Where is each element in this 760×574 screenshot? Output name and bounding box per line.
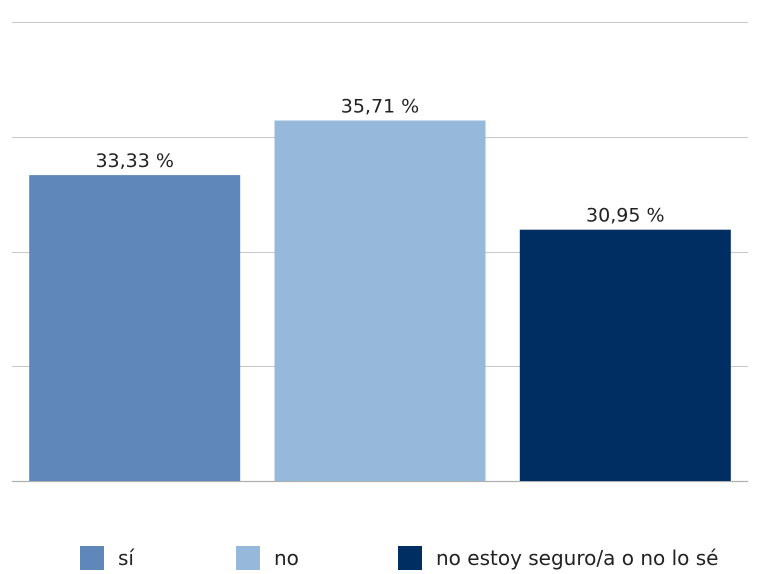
data-label-si: 33,33 %: [95, 150, 174, 172]
bar-no-estoy-seguro: [519, 229, 731, 481]
legend-swatch-si: [80, 546, 104, 570]
data-label-no: 35,71 %: [341, 96, 420, 118]
data-label-no-estoy-seguro: 30,95 %: [586, 205, 665, 227]
legend: sí no no estoy seguro/a o no lo sé: [0, 546, 760, 574]
legend-swatch-no: [236, 546, 260, 570]
legend-label-no: no: [274, 546, 299, 570]
legend-label-si: sí: [118, 546, 134, 570]
data-labels: 33,33 % 35,71 % 30,95 %: [95, 96, 664, 227]
bar-si: [29, 175, 241, 481]
legend-item-no: no: [236, 546, 299, 570]
legend-item-no-estoy-seguro: no estoy seguro/a o no lo sé: [398, 546, 718, 570]
legend-item-si: sí: [80, 546, 134, 570]
bars: [29, 120, 731, 481]
legend-swatch-no-estoy-seguro: [398, 546, 422, 570]
bar-chart: 33,33 % 35,71 % 30,95 %: [12, 22, 748, 483]
legend-label-no-estoy-seguro: no estoy seguro/a o no lo sé: [436, 546, 719, 570]
bar-no: [274, 120, 486, 481]
